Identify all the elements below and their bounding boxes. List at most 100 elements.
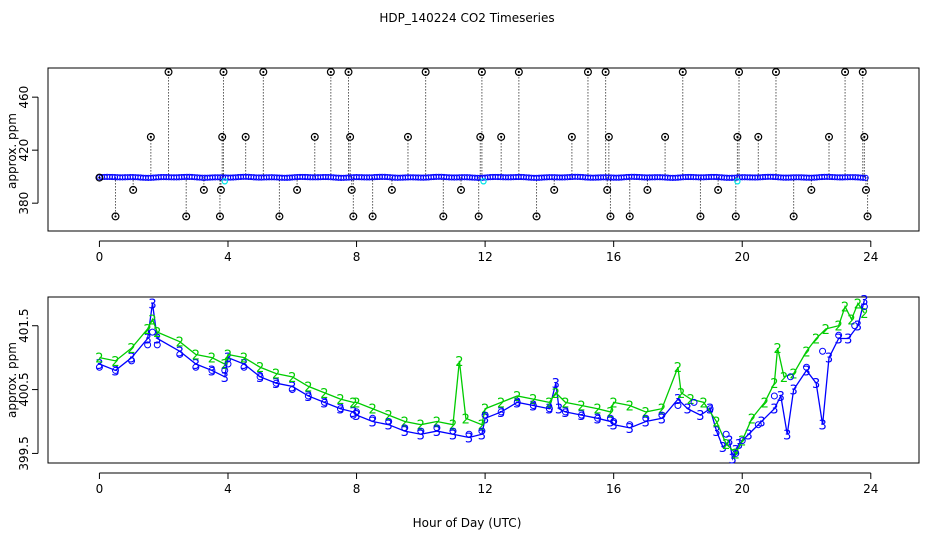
series-3-point: 3	[417, 428, 425, 443]
top-y-axis: 380 420 460	[17, 86, 39, 215]
series-2-point: 2	[577, 400, 585, 415]
series-3-point: 3	[812, 377, 820, 392]
series-2-point: 2	[256, 361, 264, 376]
top-panel: approx. ppm 0 4 8 12 16 20 24 380 420 460	[5, 67, 920, 264]
spike-marker	[219, 67, 228, 76]
series-o-point	[770, 392, 778, 400]
series-3-point: 3	[606, 416, 614, 431]
spike-marker	[603, 185, 612, 194]
spike-marker-center	[757, 135, 760, 139]
spike-marker-center	[406, 135, 410, 139]
series-3-point: 3	[208, 364, 216, 379]
series-o-point	[642, 414, 650, 422]
spike-marker	[477, 67, 486, 76]
spike-marker	[182, 212, 191, 221]
series-o-point	[835, 331, 843, 339]
spike-marker-center	[295, 188, 299, 192]
series-2-point: 2	[642, 406, 650, 421]
series-2-point: 2	[593, 403, 601, 418]
spike-marker-center	[98, 176, 101, 179]
spike-marker-center	[480, 70, 483, 74]
spike-marker-center	[132, 188, 135, 192]
spike-marker	[259, 67, 268, 76]
series-3-point: 3	[706, 403, 714, 418]
x-tick-label: 24	[863, 482, 878, 496]
series-3-point: 3	[844, 333, 852, 348]
series-o-point	[478, 427, 486, 435]
spike-marker	[457, 185, 466, 194]
series-3-point: 3	[545, 403, 553, 418]
series-o-point	[111, 366, 119, 374]
spike-marker	[344, 67, 353, 76]
series-o-point	[860, 303, 868, 311]
series-3-point: 3	[320, 396, 328, 411]
series-o-point	[221, 366, 229, 374]
spike-marker-center	[262, 70, 265, 74]
bottom-x-axis: 0 4 8 12 16 20 24	[96, 472, 878, 496]
series-2-point: 2	[770, 377, 778, 392]
spike-marker-center	[500, 135, 503, 139]
series-2-point: 2	[143, 323, 151, 338]
series-3-point: 3	[719, 441, 727, 456]
series-3-point: 3	[513, 396, 521, 411]
spike-marker	[310, 132, 319, 141]
series-3-point: 3	[478, 428, 486, 443]
series-3-point: 3	[288, 380, 296, 395]
series-o-point	[208, 366, 216, 374]
series-3-point: 3	[111, 364, 119, 379]
spike-marker	[95, 173, 104, 182]
series-3-point: 3	[304, 390, 312, 405]
spike-marker	[550, 185, 559, 194]
series-o-point	[449, 427, 457, 435]
series-2-point: 2	[722, 438, 730, 453]
spike-marker-center	[442, 215, 445, 218]
series-2-point: 2	[545, 396, 553, 411]
series-3-point: 3	[465, 431, 473, 446]
spike-marker	[129, 185, 138, 194]
spike-marker	[731, 212, 740, 221]
series-o-point	[385, 418, 393, 425]
spike-marker	[293, 185, 302, 194]
spike-marker-center	[218, 215, 222, 218]
series-2-point: 2	[687, 393, 695, 408]
spike-marker-center	[827, 135, 831, 139]
spike-marker-center	[737, 70, 741, 74]
series-o-point	[417, 427, 425, 435]
bottom-y-axis-label: approx. ppm	[5, 342, 19, 418]
series-3-point: 3	[725, 435, 733, 450]
spike-marker	[164, 67, 173, 76]
series-o-point	[497, 408, 505, 416]
series-2-point: 2	[208, 352, 216, 367]
bottom-panel: approx. ppm 0 4 8 12 16 20 24 399.5400.5401.5 …	[5, 294, 920, 496]
spike-marker-center	[459, 188, 463, 192]
spike-marker	[218, 132, 227, 141]
series-o-point	[706, 405, 714, 413]
series-o-point	[240, 363, 248, 371]
spike-marker	[601, 67, 610, 76]
spike-marker-center	[329, 70, 332, 74]
spike-marker-center	[863, 135, 866, 139]
series-3-point: 3	[770, 403, 778, 418]
series-3-point: 3	[256, 371, 264, 386]
series-o-point	[674, 402, 682, 410]
spike-marker	[215, 212, 224, 221]
spike-marker-center	[609, 215, 612, 218]
series-2-point: 2	[712, 416, 720, 431]
series-3-point: 3	[818, 419, 826, 434]
series-2-point: 2	[272, 368, 280, 383]
baseline-point	[862, 174, 869, 181]
series-2-point: 2	[552, 387, 560, 402]
series-2-point: 2	[449, 419, 457, 434]
dip-point	[480, 178, 487, 185]
series-2-point: 2	[677, 387, 685, 402]
series-2-point: 2	[455, 355, 463, 370]
x-tick-label: 16	[606, 482, 621, 496]
spike-marker-center	[663, 135, 667, 139]
series-o-point	[529, 402, 537, 410]
y-tick-label: 420	[17, 139, 31, 162]
series-3-point: 3	[272, 377, 280, 392]
series-o-point	[304, 392, 312, 400]
spike-marker-center	[222, 70, 225, 74]
x-tick-label: 12	[477, 482, 492, 496]
series-o-point	[176, 350, 184, 358]
